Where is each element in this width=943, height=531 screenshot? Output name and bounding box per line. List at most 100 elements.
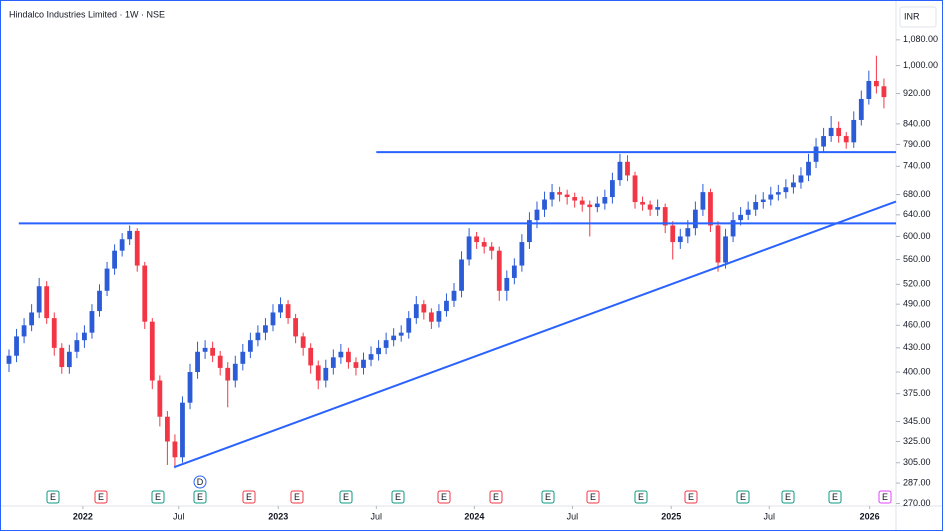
y-tick-label: 790.00 <box>903 139 931 149</box>
candle-body <box>172 441 178 458</box>
y-tick-label: 345.00 <box>903 416 931 426</box>
event-label: E <box>638 492 644 502</box>
y-tick-label: 325.00 <box>903 436 931 446</box>
candle-body <box>187 372 193 403</box>
x-tick-label: 2022 <box>73 511 93 521</box>
candle-body <box>66 351 72 368</box>
y-tick-label: 680.00 <box>903 189 931 199</box>
candle-body <box>677 236 683 243</box>
event-label: E <box>246 492 252 502</box>
candle-body <box>308 347 314 366</box>
x-tick-label: 2024 <box>464 511 484 521</box>
event-badge[interactable] <box>781 490 795 504</box>
event-badge[interactable] <box>46 490 60 504</box>
event-label: E <box>785 492 791 502</box>
candle-body <box>134 230 140 266</box>
candle-body <box>278 304 283 313</box>
y-tick-label: 520.00 <box>903 279 931 289</box>
candle-body <box>29 312 35 326</box>
candle-body <box>104 268 110 291</box>
event-badge[interactable] <box>684 490 698 504</box>
candle-body <box>662 207 668 226</box>
x-tick-label: Jul <box>173 511 185 521</box>
candle-body <box>730 220 736 237</box>
currency-box[interactable] <box>899 6 937 28</box>
event-label: E <box>493 492 499 502</box>
dividend-badge[interactable] <box>193 475 207 489</box>
candle-body <box>112 250 117 269</box>
candle-body <box>640 202 645 205</box>
candle-body <box>293 318 299 337</box>
candle-body <box>723 236 728 263</box>
event-label: E <box>740 492 746 502</box>
candle-body <box>323 367 329 381</box>
y-tick-label: 375.00 <box>903 388 931 398</box>
event-badge[interactable] <box>391 490 405 504</box>
candle-body <box>594 203 600 208</box>
event-label: E <box>590 492 596 502</box>
event-badge[interactable] <box>339 490 353 504</box>
candle-body <box>708 192 713 226</box>
event-badge[interactable] <box>828 490 842 504</box>
event-badge[interactable] <box>489 490 503 504</box>
candle-body <box>202 347 208 352</box>
candle-body <box>391 335 397 341</box>
candle-body <box>413 304 419 319</box>
candle-body <box>270 312 276 326</box>
event-label: E <box>688 492 694 502</box>
candle-body <box>285 304 291 319</box>
y-tick-label: 270.00 <box>903 498 931 508</box>
candle-body <box>685 228 691 237</box>
currency: INR <box>904 11 920 21</box>
event-badge[interactable] <box>634 490 648 504</box>
event-badge[interactable] <box>878 490 892 504</box>
candle-body <box>836 127 842 137</box>
candle-body <box>210 347 216 356</box>
event-badge[interactable] <box>290 490 304 504</box>
candle-body <box>89 311 95 333</box>
candle-body <box>700 192 706 210</box>
event-label: E <box>50 492 56 502</box>
candle-body <box>579 200 585 205</box>
candle-body <box>444 300 449 312</box>
event-label: E <box>343 492 349 502</box>
candle-body <box>625 161 630 176</box>
y-tick-label: 1,080.00 <box>903 34 938 44</box>
event-badge[interactable] <box>242 490 256 504</box>
y-tick-label: 560.00 <box>903 254 931 264</box>
event-label: E <box>545 492 551 502</box>
x-tick-label: Jul <box>567 511 579 521</box>
event-badge[interactable] <box>94 490 108 504</box>
event-badge[interactable] <box>586 490 600 504</box>
event-badge[interactable] <box>193 490 207 504</box>
trend-line <box>173 200 897 469</box>
candle-body <box>647 204 653 210</box>
candle-body <box>511 265 517 278</box>
candle-body <box>315 365 321 381</box>
candle-body <box>617 161 623 181</box>
event-label: E <box>832 492 838 502</box>
candle-body <box>330 357 336 368</box>
candle-body <box>519 242 525 266</box>
candle-body <box>768 194 774 200</box>
candle-body <box>504 277 510 291</box>
candle-body <box>195 351 200 373</box>
x-tick-label: Jul <box>371 511 383 521</box>
candle-body <box>398 332 404 336</box>
candle-body <box>602 197 608 204</box>
event-badge[interactable] <box>541 490 555 504</box>
event-badge[interactable] <box>151 490 165 504</box>
event-badge[interactable] <box>736 490 750 504</box>
candle-body <box>406 318 412 333</box>
candles <box>6 55 887 469</box>
candle-body <box>263 325 268 333</box>
candle-body <box>813 146 819 162</box>
candle-body <box>225 367 231 381</box>
candle-body <box>338 351 344 358</box>
candle-body <box>36 286 42 313</box>
candle-body <box>564 194 570 198</box>
candle-body <box>572 197 578 201</box>
candle-body <box>670 225 676 243</box>
event-badge[interactable] <box>437 490 451 504</box>
candle-body <box>783 187 789 193</box>
